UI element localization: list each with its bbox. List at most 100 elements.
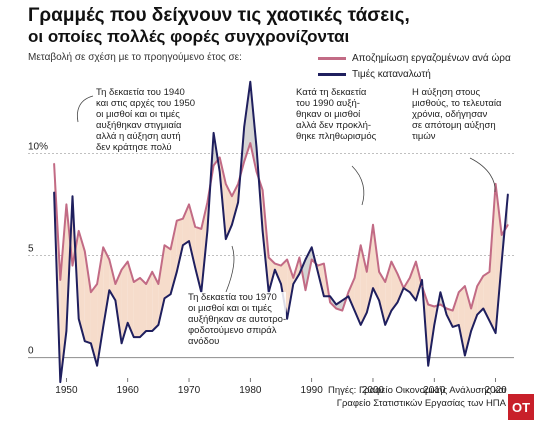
gap-fill bbox=[225, 183, 232, 240]
data-point-prices bbox=[347, 295, 350, 297]
data-point-prices bbox=[127, 322, 129, 324]
data-point-prices bbox=[335, 303, 337, 306]
data-point-prices bbox=[255, 146, 258, 148]
data-point-wages bbox=[445, 307, 448, 310]
gap-fill bbox=[189, 204, 196, 268]
data-point-prices bbox=[329, 295, 331, 297]
data-point-wages bbox=[292, 277, 294, 279]
y-tick-label: 5 bbox=[28, 243, 34, 254]
gap-fill bbox=[84, 251, 91, 344]
data-point-prices bbox=[458, 324, 460, 326]
data-point-prices bbox=[390, 309, 392, 312]
y-tick-label: 10% bbox=[28, 141, 48, 152]
gap-fill bbox=[182, 204, 190, 246]
chart-subtitle: οι οποίες πολλές φορές συγχρονίζονται bbox=[28, 27, 350, 46]
data-point-wages bbox=[366, 271, 368, 273]
annotation-1940s-line: δεν κράτησε πολύ bbox=[96, 142, 172, 153]
data-point-prices bbox=[311, 246, 313, 248]
data-point-prices bbox=[421, 279, 423, 281]
data-point-wages bbox=[225, 183, 227, 185]
data-point-prices bbox=[396, 301, 399, 304]
annotation-1940s-line: Τη δεκαετία του 1940 bbox=[96, 87, 185, 98]
data-point-wages bbox=[170, 248, 172, 250]
data-point-wages bbox=[108, 258, 110, 261]
legend: Αποζημίωση εργαζομένων ανά ώρα Τιμές κατ… bbox=[318, 50, 511, 82]
data-point-wages bbox=[96, 283, 98, 285]
data-point-wages bbox=[421, 285, 423, 287]
legend-swatch-prices bbox=[318, 72, 346, 76]
data-point-prices bbox=[304, 258, 307, 261]
annotation-1970s-line: οι μισθοί και οι τιμές bbox=[188, 303, 272, 314]
gap-fill bbox=[342, 292, 349, 311]
data-point-wages bbox=[249, 142, 251, 144]
data-point-wages bbox=[507, 224, 509, 226]
x-tick-label: 2010 bbox=[423, 385, 446, 396]
data-point-prices bbox=[170, 293, 172, 295]
gap-fill bbox=[458, 286, 465, 356]
data-point-wages bbox=[206, 201, 209, 203]
legend-swatch-wages bbox=[318, 56, 346, 60]
data-point-wages bbox=[133, 281, 135, 283]
annotation-1940s-line: οι μισθοί και οι τιμές bbox=[96, 109, 180, 120]
gap-fill bbox=[354, 245, 361, 325]
data-point-wages bbox=[323, 263, 325, 265]
data-point-prices bbox=[133, 336, 135, 338]
x-tick-label: 1960 bbox=[117, 385, 140, 396]
data-point-wages bbox=[495, 183, 497, 185]
data-point-wages bbox=[384, 281, 386, 283]
x-tick-label: 2020 bbox=[484, 385, 507, 396]
data-point-prices bbox=[90, 342, 92, 344]
x-tick-label: 1990 bbox=[301, 385, 324, 396]
data-point-prices bbox=[139, 336, 141, 338]
data-point-wages bbox=[262, 189, 264, 191]
data-point-prices bbox=[427, 365, 429, 367]
annotation-2020s-line: τιμών bbox=[412, 131, 436, 142]
data-point-wages bbox=[360, 244, 362, 246]
data-point-prices bbox=[507, 193, 509, 195]
data-point-prices bbox=[415, 299, 417, 301]
data-point-wages bbox=[280, 265, 282, 267]
data-point-prices bbox=[482, 307, 484, 310]
data-point-prices bbox=[317, 271, 319, 273]
data-point-prices bbox=[274, 269, 276, 271]
data-point-wages bbox=[59, 279, 61, 281]
data-point-wages bbox=[452, 309, 454, 312]
data-point-wages bbox=[200, 228, 202, 230]
gap-fill bbox=[452, 292, 459, 327]
annotation-1990s-line: αλλά δεν προκλή- bbox=[296, 120, 372, 131]
x-tick-label: 1980 bbox=[239, 385, 262, 396]
data-point-wages bbox=[53, 162, 55, 165]
data-point-prices bbox=[219, 171, 221, 173]
data-point-prices bbox=[409, 291, 411, 293]
gap-fill bbox=[379, 271, 386, 325]
data-point-prices bbox=[151, 330, 153, 332]
data-point-prices bbox=[488, 320, 491, 322]
data-point-wages bbox=[341, 309, 343, 312]
data-point-wages bbox=[212, 164, 215, 167]
gap-fill bbox=[244, 81, 251, 162]
data-point-wages bbox=[182, 218, 184, 220]
data-point-prices bbox=[286, 318, 288, 320]
data-point-prices bbox=[323, 295, 325, 297]
data-point-wages bbox=[219, 156, 221, 158]
source-line: Γραφείο Στατιστικών Εργασίας των ΗΠΑ bbox=[336, 398, 506, 409]
data-point-prices bbox=[360, 324, 362, 326]
data-point-wages bbox=[439, 303, 442, 306]
annotation-1970s-line: ανόδου bbox=[188, 336, 220, 347]
data-point-wages bbox=[409, 277, 411, 279]
data-point-wages bbox=[243, 160, 245, 163]
legend-item-prices: Τιμές καταναλωτή bbox=[318, 66, 511, 82]
data-point-wages bbox=[139, 277, 141, 279]
data-point-prices bbox=[212, 132, 215, 134]
source-note: Πηγές: Γραφείο Οικονομικής Ανάλυσης και … bbox=[296, 384, 506, 410]
data-point-wages bbox=[71, 265, 74, 267]
data-point-prices bbox=[262, 230, 264, 232]
gap-fill bbox=[397, 273, 404, 303]
gap-fill bbox=[176, 218, 183, 272]
annotation-1940s-line: αυξήθηκαν στιγμιαία bbox=[96, 120, 182, 131]
data-point-prices bbox=[298, 273, 300, 275]
data-point-wages bbox=[433, 305, 435, 308]
data-point-prices bbox=[384, 324, 386, 326]
annotation-2020s: Η αύξηση στους μισθούς, το τελευταία χρό… bbox=[412, 87, 502, 142]
data-point-wages bbox=[378, 271, 380, 273]
